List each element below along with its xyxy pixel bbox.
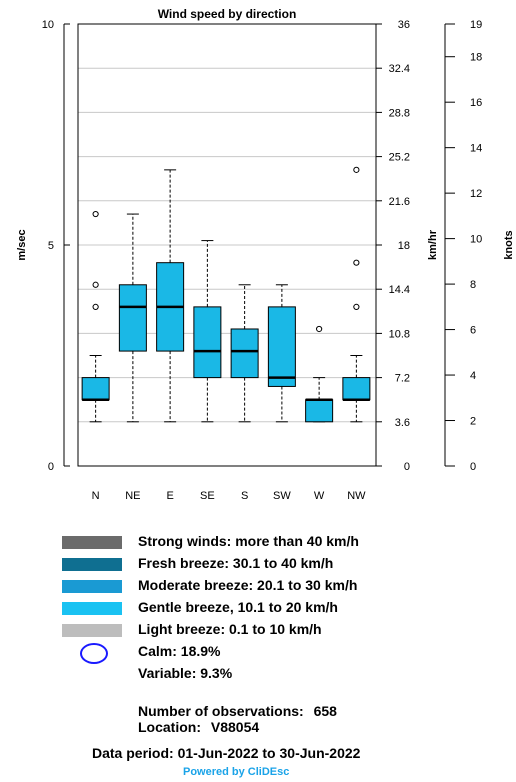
legend-label: Light breeze: 0.1 to 10 km/h (138, 621, 322, 637)
kmhr-tick-label: 10.8 (389, 328, 410, 340)
box-series (81, 166, 371, 423)
location-label: Location: (138, 719, 201, 735)
kmhr-tick-label: 36 (398, 19, 410, 31)
x-tick-label: N (92, 490, 100, 500)
period-value: 01-Jun-2022 to 30-Jun-2022 (177, 745, 361, 761)
knots-tick-label: 16 (470, 97, 482, 109)
kmhr-tick-label: 32.4 (389, 63, 410, 75)
left-tick-label: 0 (48, 461, 54, 473)
y-axis-label-kmhr: km/hr (427, 229, 439, 260)
legend-item-light: Light breeze: 0.1 to 10 km/h (60, 620, 500, 642)
kmhr-tick-label: 14.4 (389, 284, 410, 296)
left-tick-label: 10 (42, 19, 54, 31)
kmhr-tick-label: 7.2 (395, 373, 410, 385)
legend-swatch (62, 602, 122, 615)
observations-line: Number of observations: 658 (138, 703, 337, 719)
legend-item-calm: Calm: 18.9% (60, 642, 500, 664)
observations-label: Number of observations: (138, 703, 304, 719)
gridlines (78, 67, 376, 423)
x-tick-label: NE (125, 490, 140, 500)
location-value: V88054 (210, 719, 260, 735)
kmhr-tick-label: 25.2 (389, 152, 410, 164)
legend-item-variable: Variable: 9.3% (60, 664, 500, 686)
legend-item-moderate: Moderate breeze: 20.1 to 30 km/h (60, 576, 500, 598)
kmhr-tick-label: 18 (398, 240, 410, 252)
knots-tick-label: 19 (470, 19, 482, 31)
calm-label: Calm: 18.9% (138, 643, 221, 659)
box-nw (342, 377, 371, 401)
knots-tick-label: 12 (470, 188, 482, 200)
left-tick-label: 5 (48, 240, 54, 252)
knots-tick-label: 14 (470, 143, 482, 155)
legend-swatch (62, 536, 122, 549)
box-n (81, 377, 110, 401)
outlier-point (353, 166, 360, 173)
period-label: Data period: (92, 745, 174, 761)
x-tick-label: SW (273, 490, 291, 500)
wind-boxplot-chart: Wind speed by direction 0 5 10 0 3.6 7.2 10.8 1… (16, 7, 515, 500)
knots-tick-label: 2 (470, 416, 476, 428)
axes: 0 5 10 0 3.6 7.2 10.8 14.4 18 21.6 25.2 28.8 32.4 36 0… (42, 19, 483, 500)
box-ne (118, 284, 147, 352)
x-tick-label: SE (200, 490, 215, 500)
legend-item-fresh: Fresh breeze: 30.1 to 40 km/h (60, 554, 500, 576)
kmhr-tick-label: 0 (404, 461, 410, 473)
x-tick-label: W (314, 490, 325, 500)
box-w (305, 399, 334, 423)
observations-value: 658 (313, 703, 337, 719)
location-line: Location: V88054 (138, 719, 259, 735)
legend-swatch (62, 558, 122, 571)
x-tick-label: NW (347, 490, 366, 500)
y-axis-label-msec: m/sec (16, 229, 28, 260)
legend-item-strong: Strong winds: more than 40 km/h (60, 532, 500, 554)
x-tick-label: E (166, 490, 173, 500)
knots-tick-label: 0 (470, 461, 476, 473)
kmhr-tick-label: 21.6 (389, 196, 410, 208)
outlier-point (316, 325, 323, 333)
knots-tick-label: 4 (470, 370, 476, 382)
knots-tick-label: 8 (470, 279, 476, 291)
kmhr-tick-label: 3.6 (395, 417, 410, 429)
x-tick-label: S (241, 490, 248, 500)
outlier-point (353, 259, 360, 266)
calm-circle-icon (80, 643, 108, 664)
legend-item-gentle: Gentle breeze, 10.1 to 20 km/h (60, 598, 500, 620)
variable-label: Variable: 9.3% (138, 665, 233, 681)
knots-tick-label: 10 (470, 234, 482, 246)
outlier-point (92, 303, 99, 310)
chart-title: Wind speed by direction (158, 7, 297, 21)
legend-swatch (62, 580, 122, 593)
knots-tick-label: 18 (470, 52, 482, 64)
powered-by-link[interactable]: Powered by CliDEsc (183, 766, 290, 778)
legend-label: Moderate breeze: 20.1 to 30 km/h (138, 577, 358, 593)
y-axis-label-knots: knots (503, 230, 515, 259)
knots-tick-label: 6 (470, 325, 476, 337)
legend-label: Fresh breeze: 30.1 to 40 km/h (138, 555, 334, 571)
outlier-point (92, 281, 99, 288)
box-sw (267, 306, 296, 387)
box-se (193, 306, 222, 379)
legend-label: Strong winds: more than 40 km/h (138, 533, 359, 549)
box-s (230, 328, 259, 379)
legend-label: Gentle breeze, 10.1 to 20 km/h (138, 599, 338, 615)
outlier-point (353, 303, 360, 310)
data-period-line: Data period: 01-Jun-2022 to 30-Jun-2022 (92, 745, 360, 761)
legend-swatch (62, 624, 122, 637)
outlier-point (92, 210, 99, 218)
kmhr-tick-label: 28.8 (389, 107, 410, 119)
legend: Strong winds: more than 40 km/h Fresh br… (60, 532, 500, 686)
